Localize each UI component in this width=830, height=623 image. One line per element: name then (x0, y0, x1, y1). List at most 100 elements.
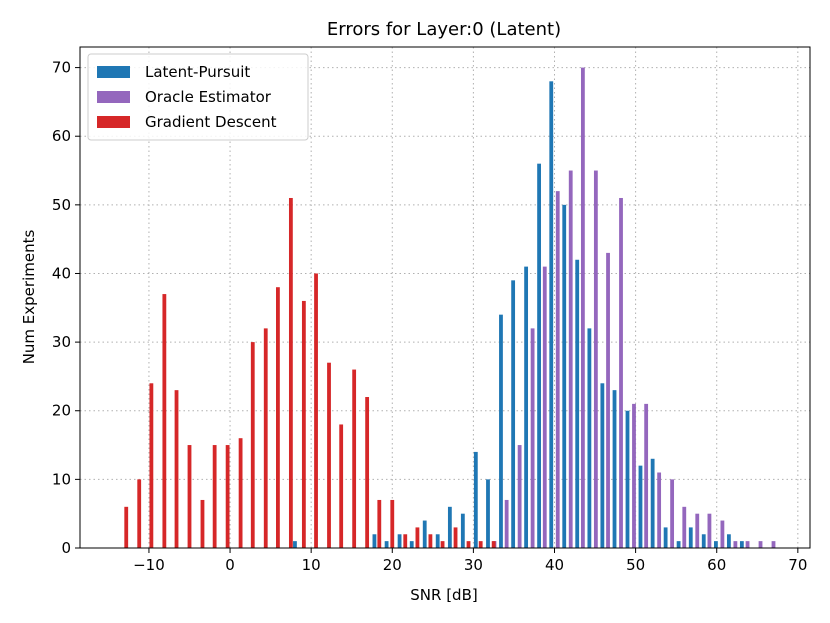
x-tick-label: 0 (225, 556, 235, 574)
bar (384, 541, 389, 548)
x-tick-label: 10 (302, 556, 321, 574)
bar (276, 287, 280, 548)
y-tick-label: 50 (52, 196, 71, 214)
bar (524, 266, 529, 548)
bar (137, 479, 142, 548)
bar (162, 294, 167, 548)
bar (739, 541, 744, 548)
bar (555, 191, 560, 548)
bar (301, 300, 306, 548)
bar (726, 534, 731, 548)
bar (517, 445, 522, 548)
bar (435, 534, 440, 548)
bar (149, 383, 154, 548)
bar (238, 438, 243, 548)
y-tick-label: 30 (52, 333, 71, 351)
bar (200, 499, 205, 548)
bar (701, 534, 706, 548)
y-tick-label: 70 (52, 59, 71, 77)
bar (670, 479, 675, 548)
legend-swatch (97, 91, 130, 103)
bar (372, 534, 377, 548)
bar (473, 451, 478, 548)
bar (720, 520, 725, 548)
bar (612, 390, 617, 548)
bar (745, 541, 750, 548)
bar (511, 280, 516, 548)
legend-label: Latent-Pursuit (145, 63, 250, 81)
bar (288, 197, 293, 548)
bar (600, 383, 605, 548)
bar (733, 541, 738, 548)
x-tick-label: 60 (707, 556, 726, 574)
bar (606, 252, 610, 548)
legend-box (87, 53, 309, 141)
bar (212, 445, 217, 548)
bar (466, 541, 471, 548)
bar (771, 541, 776, 548)
plot-frame (79, 46, 811, 549)
bar (174, 390, 179, 548)
bar (593, 170, 598, 548)
chart-title: Errors for Layer:0 (Latent) (327, 19, 561, 40)
bar (314, 273, 318, 548)
bar (409, 541, 414, 548)
bar (707, 513, 712, 548)
bar (568, 170, 573, 548)
bar (499, 314, 503, 548)
bar (339, 424, 344, 548)
bar (397, 534, 402, 548)
legend-swatch (97, 116, 130, 128)
bar (619, 197, 623, 548)
bar (530, 328, 535, 548)
bar (365, 397, 370, 548)
bar (250, 342, 255, 548)
bar (440, 541, 445, 548)
y-axis-label: Num Experiments (20, 230, 38, 365)
bar (327, 362, 331, 548)
bar (491, 541, 496, 548)
x-tick-label: 50 (626, 556, 645, 574)
y-tick-label: 60 (52, 127, 71, 145)
bar (676, 541, 681, 548)
bar (562, 204, 567, 549)
series-latent-pursuit (293, 81, 744, 549)
bar (453, 527, 458, 548)
bar (575, 259, 580, 548)
x-axis-label: SNR [dB] (410, 586, 477, 604)
legend-swatch (97, 66, 130, 78)
bar (124, 506, 129, 548)
bar (352, 369, 357, 548)
x-tick-label: 40 (545, 556, 564, 574)
x-tick-label: 20 (383, 556, 402, 574)
bar (390, 499, 395, 548)
bar (542, 266, 547, 548)
x-tick-label: 70 (788, 556, 807, 574)
bar (478, 541, 483, 548)
bar (650, 458, 655, 548)
bar (428, 534, 433, 548)
bar (293, 541, 297, 548)
bar (587, 328, 592, 548)
legend-label: Gradient Descent (145, 113, 277, 131)
series-oracle-estimator (492, 67, 776, 548)
bar (187, 445, 192, 548)
bar (225, 445, 230, 548)
bar (504, 499, 509, 548)
legend: Latent-Pursuit Oracle Estimator Gradient D… (87, 53, 309, 141)
bar (537, 163, 541, 548)
bar (644, 403, 649, 548)
bars (124, 67, 776, 549)
bar (486, 479, 490, 548)
bar (688, 527, 693, 548)
bar (657, 472, 662, 548)
bar (403, 534, 408, 548)
bar (460, 513, 465, 548)
bar (422, 520, 427, 548)
bar (638, 465, 643, 548)
bar (377, 499, 382, 548)
y-tick-label: 20 (52, 402, 71, 420)
bar (758, 541, 763, 548)
bar (263, 328, 268, 548)
